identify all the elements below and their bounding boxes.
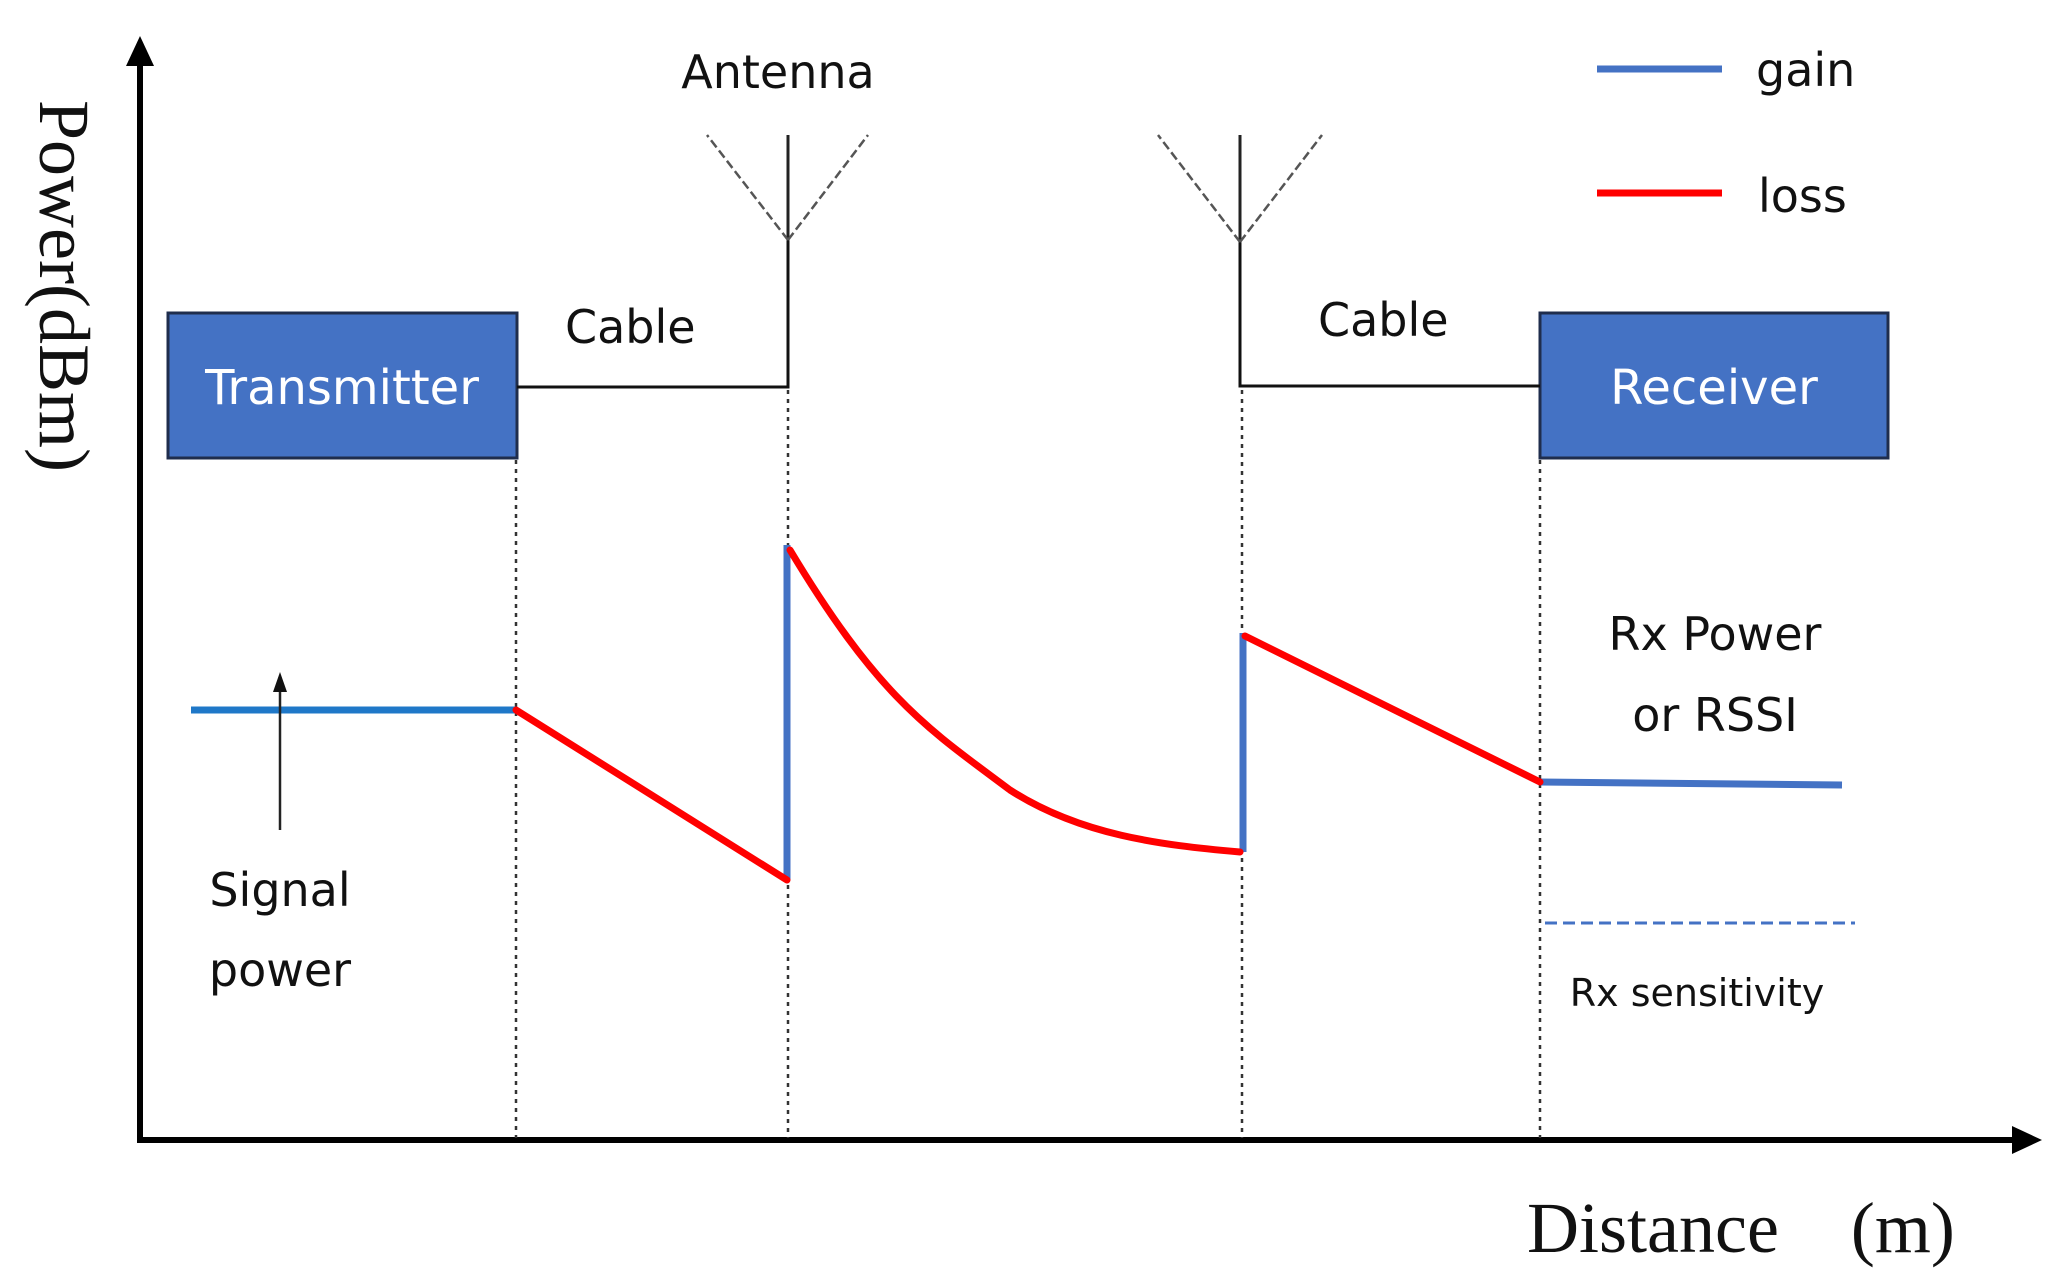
receiver-block: Receiver [1538,311,1890,460]
gain-series [191,545,1843,880]
rx-power-label-line1: Rx Power [1609,607,1822,661]
loss-series [512,546,1544,884]
rx-power-label-line2: or RSSI [1632,688,1798,742]
stage-boundaries [514,390,1542,1138]
tx-cable-loss-line [512,706,791,884]
rx-sensitivity-label: Rx sensitivity [1570,971,1824,1015]
x-axis-label: Distance (m) [1527,1188,1955,1268]
rx-cable-loss-line [1241,632,1544,786]
rx-power-line [1539,778,1843,789]
legend: gain loss [1597,43,1855,223]
signal-power-label-line1: Signal [209,863,350,917]
antenna-label: Antenna [681,45,874,99]
legend-loss-label: loss [1758,169,1847,223]
receiver-label: Receiver [1610,360,1818,416]
rx-antenna-icon [1157,134,1323,243]
y-axis-arrow-icon [126,36,154,66]
tx-antenna-icon [706,134,869,241]
transmitter-label: Transmitter [204,360,479,416]
legend-gain-label: gain [1756,43,1855,97]
rx-cable [1238,242,1540,388]
y-axis [126,36,154,1140]
signal-power-arrow-icon [273,672,287,830]
x-axis-arrow-icon [2012,1126,2042,1154]
cable-left-label: Cable [565,300,696,354]
y-axis-label: Power(dBm) [24,100,104,472]
tx-cable [517,240,790,389]
signal-power-label-line2: power [209,943,351,997]
transmitter-block: Transmitter [166,311,519,460]
x-axis [137,1126,2042,1154]
free-space-loss-curve [786,546,1244,856]
cable-right-label: Cable [1318,293,1449,347]
